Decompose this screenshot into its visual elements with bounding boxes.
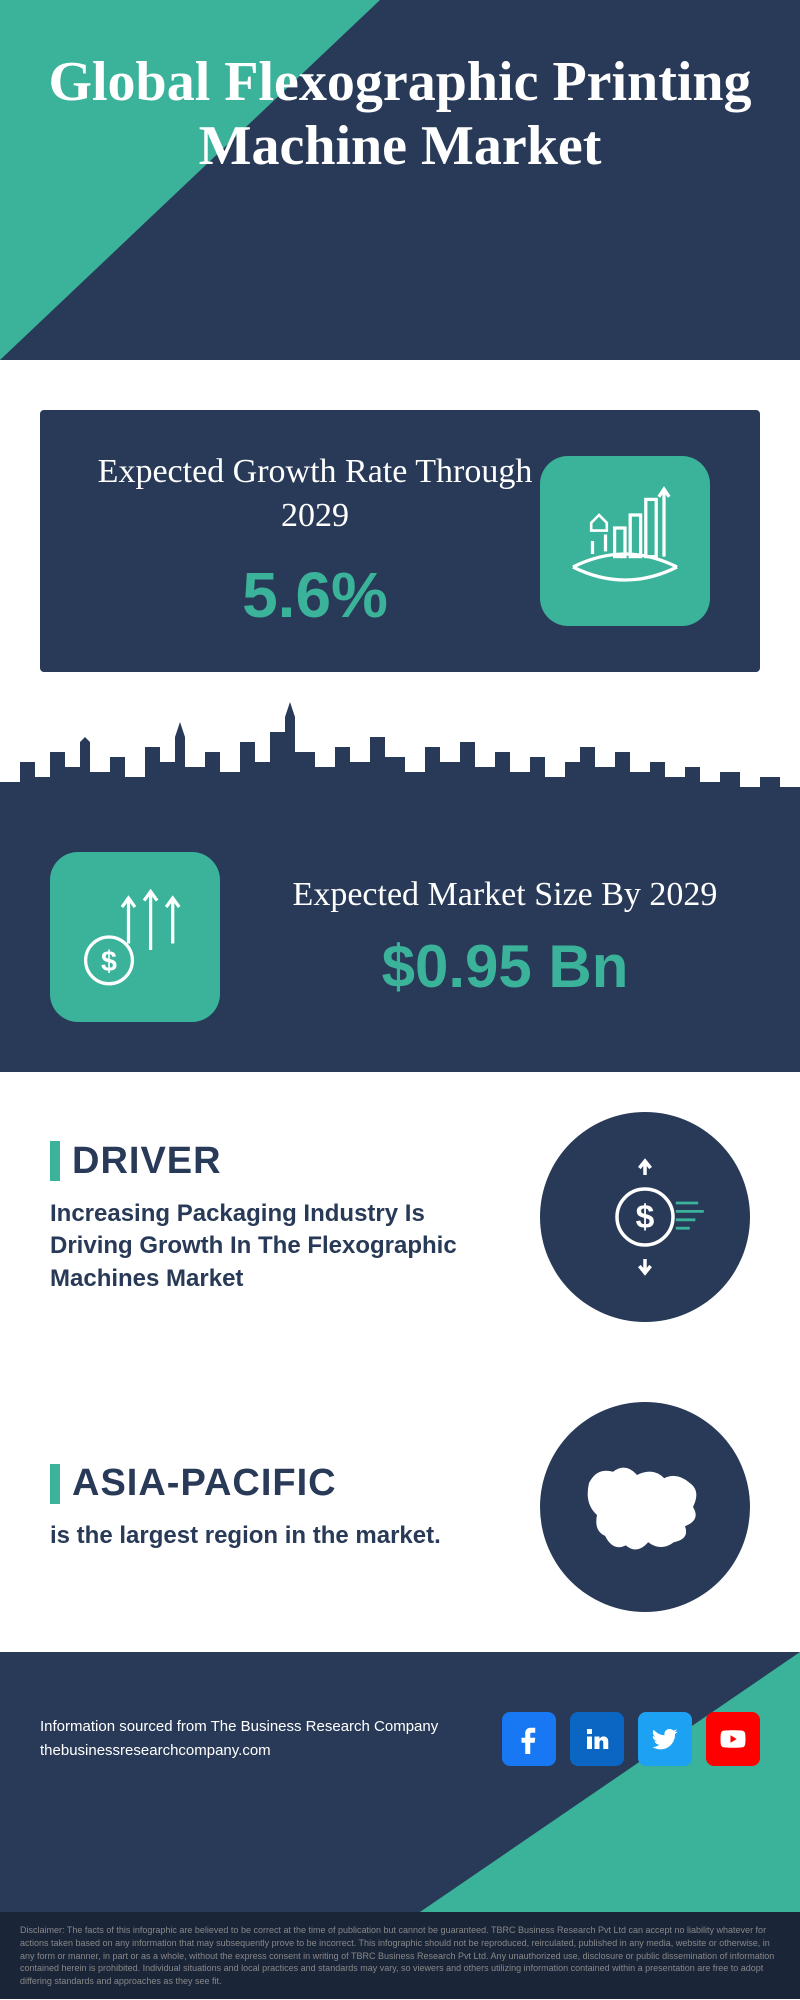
- region-text: ASIA-PACIFIC is the largest region in th…: [50, 1462, 510, 1552]
- region-title: ASIA-PACIFIC: [72, 1462, 337, 1505]
- social-row: [502, 1712, 760, 1766]
- twitter-icon[interactable]: [638, 1712, 692, 1766]
- driver-title-row: DRIVER: [50, 1140, 510, 1183]
- driver-text: DRIVER Increasing Packaging Industry Is …: [50, 1140, 510, 1295]
- market-size-label: Expected Market Size By 2029: [260, 873, 750, 917]
- svg-text:$: $: [636, 1200, 655, 1237]
- footer-content: Information sourced from The Business Re…: [40, 1712, 760, 1766]
- svg-text:$: $: [101, 946, 117, 978]
- growth-rate-card: Expected Growth Rate Through 2029 5.6%: [40, 410, 760, 672]
- footer: Information sourced from The Business Re…: [0, 1652, 800, 1912]
- dollar-arrow-icon: $: [50, 852, 220, 1022]
- region-block: ASIA-PACIFIC is the largest region in th…: [0, 1362, 800, 1652]
- accent-bar: [50, 1141, 60, 1181]
- footer-source: Information sourced from The Business Re…: [40, 1715, 438, 1763]
- accent-bar: [50, 1464, 60, 1504]
- growth-text-block: Expected Growth Rate Through 2029 5.6%: [90, 450, 540, 632]
- youtube-icon[interactable]: [706, 1712, 760, 1766]
- market-size-card: $ Expected Market Size By 2029 $0.95 Bn: [0, 812, 800, 1072]
- globe-map-icon: [540, 1402, 750, 1612]
- linkedin-icon[interactable]: [570, 1712, 624, 1766]
- region-desc: is the largest region in the market.: [50, 1520, 510, 1552]
- driver-title: DRIVER: [72, 1140, 222, 1183]
- source-line1: Information sourced from The Business Re…: [40, 1715, 438, 1739]
- growth-chart-icon: [540, 456, 710, 626]
- market-size-value: $0.95 Bn: [260, 932, 750, 1001]
- footer-triangle-decoration: [420, 1652, 800, 1912]
- skyline-decoration: [0, 692, 800, 812]
- growth-label: Expected Growth Rate Through 2029: [90, 450, 540, 538]
- driver-desc: Increasing Packaging Industry Is Driving…: [50, 1198, 510, 1295]
- market-size-text-block: Expected Market Size By 2029 $0.95 Bn: [260, 873, 750, 1001]
- growth-value: 5.6%: [90, 558, 540, 632]
- facebook-icon[interactable]: [502, 1712, 556, 1766]
- disclaimer: Disclaimer: The facts of this infographi…: [0, 1912, 800, 1999]
- dollar-cycle-icon: $: [540, 1112, 750, 1322]
- region-title-row: ASIA-PACIFIC: [50, 1462, 510, 1505]
- page-title: Global Flexographic Printing Machine Mar…: [0, 0, 800, 229]
- header: Global Flexographic Printing Machine Mar…: [0, 0, 800, 360]
- driver-block: DRIVER Increasing Packaging Industry Is …: [0, 1072, 800, 1362]
- source-line2: thebusinessresearchcompany.com: [40, 1739, 438, 1763]
